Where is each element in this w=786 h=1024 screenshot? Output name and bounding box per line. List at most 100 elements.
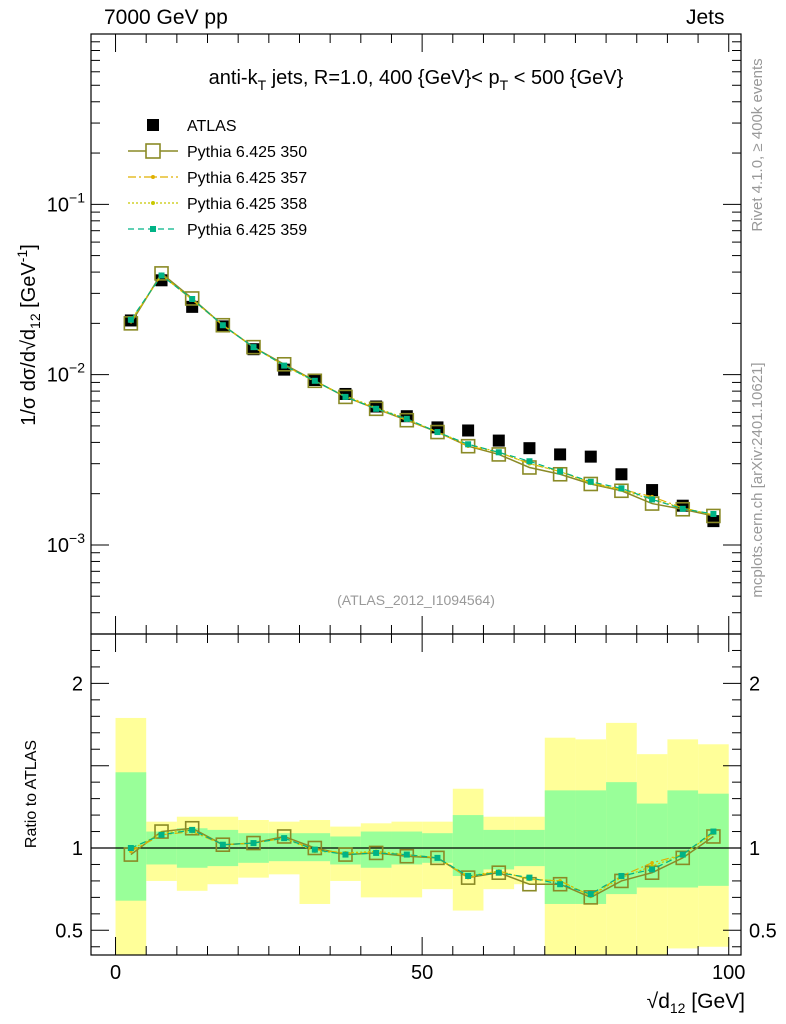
header-left-label: 7000 GeV pp (104, 6, 228, 29)
x-tick-label: 100 (712, 962, 745, 984)
atlas-data-point (186, 300, 199, 313)
series-marker-pythia-6-425-359 (219, 322, 226, 329)
series-line-pythia-6-425-357 (130, 274, 714, 516)
ylabel-sub: 12 (27, 313, 43, 329)
legend-entry-label: Pythia 6.425 350 (187, 144, 307, 161)
atlas-data-point (523, 442, 536, 455)
green-band-bin (452, 815, 484, 876)
ratio-marker-pythia-6-425-350 (154, 824, 169, 839)
tick-base: 10 (47, 365, 69, 387)
atlas-data-point (707, 515, 720, 528)
series-marker-pythia-6-425-350 (246, 339, 261, 355)
green-band-bin (667, 790, 699, 888)
green-band-bin (115, 772, 147, 901)
ratio-marker-pythia-6-425-359 (158, 831, 165, 838)
series-marker-pythia-6-425-359 (127, 316, 134, 323)
series-marker-pythia-6-425-359 (250, 344, 257, 351)
tick-exponent: −2 (69, 360, 85, 376)
series-marker-pythia-6-425-359 (158, 272, 165, 279)
ratio-frame-box (90, 633, 742, 956)
series-marker-pythia-6-425-350 (706, 508, 721, 524)
series-marker-pythia-6-425-359 (373, 405, 380, 412)
legend-entry-label: ATLAS (187, 118, 237, 135)
title-sub-t: T (258, 77, 267, 93)
atlas-data-point (554, 448, 567, 461)
x-axis-label: √d12 [GeV] (647, 990, 745, 1016)
atlas-data-point (492, 434, 505, 447)
ratio-marker-pythia-6-425-359 (465, 872, 472, 879)
legend-entry-label: Pythia 6.425 359 (187, 222, 307, 239)
xlabel-part2: [GeV] (685, 990, 745, 1013)
ratio-marker-pythia-6-425-359 (127, 845, 134, 851)
atlas-data-point (646, 484, 659, 497)
ratio-marker-pythia-6-425-359 (219, 841, 226, 848)
series-marker-pythia-6-425-359 (679, 505, 686, 512)
title-part-end: < 500 {GeV} (508, 67, 623, 89)
tick-base: 10 (47, 535, 69, 557)
series-line-pythia-6-425-359 (130, 274, 714, 515)
series-marker-pythia-6-425-359 (189, 296, 196, 303)
series-marker-pythia-6-425-350 (338, 389, 353, 405)
x-tick-label: 50 (411, 962, 433, 984)
series-marker-pythia-6-425-350 (430, 424, 445, 440)
atlas-data-point (584, 450, 597, 463)
ratio-marker-pythia-6-425-359 (311, 846, 318, 853)
legend-entry-label: Pythia 6.425 357 (187, 170, 307, 187)
series-line-pythia-6-425-358 (130, 274, 714, 516)
green-band-bin (330, 836, 361, 865)
ratio-marker-pythia-6-425-357 (650, 861, 654, 865)
series-marker-pythia-6-425-359 (281, 362, 288, 369)
analysis-label: (ATLAS_2012_I1094564) (337, 592, 495, 608)
ratio-marker-pythia-6-425-359 (434, 854, 441, 861)
series-marker-pythia-6-425-350 (184, 291, 200, 306)
ratio-marker-pythia-6-425-359 (250, 840, 257, 847)
atlas-data-point (615, 468, 628, 481)
legend-marker (151, 175, 155, 179)
legend-marker (151, 201, 155, 205)
ratio-marker-pythia-6-425-359 (281, 835, 288, 842)
ratio-marker-pythia-6-425-350 (184, 820, 200, 836)
title-part-mid: jets, R=1.0, 400 {GeV}< p (266, 67, 500, 89)
ratio-y-tick-label: 1 (72, 838, 83, 860)
main-y-tick-label: 10−1 (47, 189, 85, 216)
ratio-marker-pythia-6-425-359 (710, 828, 717, 835)
ratio-bands-layer (91, 717, 741, 955)
ratio-line-pythia-6-425-359 (130, 829, 714, 895)
ratio-y-axis-label: Ratio to ATLAS (23, 740, 40, 848)
series-marker-pythia-6-425-359 (587, 478, 594, 485)
series-marker-pythia-6-425-359 (495, 449, 502, 456)
ratio-marker-pythia-6-425-359 (526, 874, 533, 881)
title-part-antik: anti-k (209, 67, 259, 89)
tick-base: 10 (47, 194, 69, 216)
xlabel-sub: 12 (670, 1000, 686, 1016)
legend-marker-atlas (147, 119, 159, 131)
ratio-marker-pythia-6-425-359 (679, 851, 686, 858)
x-tick-label: 0 (110, 962, 121, 984)
ratio-y-tick-label-right: 2 (749, 673, 760, 695)
ratio-series-layer (123, 820, 721, 905)
series-marker-pythia-6-425-359 (403, 415, 410, 422)
tick-exponent: −1 (69, 189, 85, 205)
ratio-y-tick-label: 0.5 (55, 920, 83, 942)
main-y-tick-label: 10−3 (47, 530, 85, 557)
series-marker-pythia-6-425-359 (618, 485, 625, 492)
ratio-panel-frame: 0.5 0.5 1 1 2 2 0 50 100 (55, 633, 777, 984)
ratio-marker-pythia-6-425-350 (583, 890, 599, 905)
series-marker-pythia-6-425-359 (557, 468, 564, 475)
ratio-y-tick-label-right: 1 (749, 838, 760, 860)
ylabel-part1: 1/σ dσ/d√d (18, 329, 40, 426)
ratio-marker-pythia-6-425-350 (276, 829, 292, 844)
series-marker-pythia-6-425-359 (434, 429, 441, 436)
series-marker-pythia-6-425-359 (710, 510, 717, 517)
ratio-marker-pythia-6-425-359 (618, 872, 625, 879)
ratio-marker-pythia-6-425-359 (495, 869, 502, 876)
series-marker-pythia-6-425-350 (276, 356, 292, 372)
mcplots-label: mcplots.cern.ch [arXiv:2401.10621] (749, 362, 766, 597)
ratio-marker-pythia-6-425-350 (399, 848, 415, 864)
series-marker-pythia-6-425-359 (649, 496, 656, 503)
legend: ATLAS Pythia 6.425 350 Pythia 6.425 357 Pyt… (128, 118, 307, 239)
ratio-marker-pythia-6-425-359 (403, 851, 410, 858)
xlabel-part1: √d (647, 990, 670, 1013)
tick-exponent: −3 (69, 530, 85, 546)
